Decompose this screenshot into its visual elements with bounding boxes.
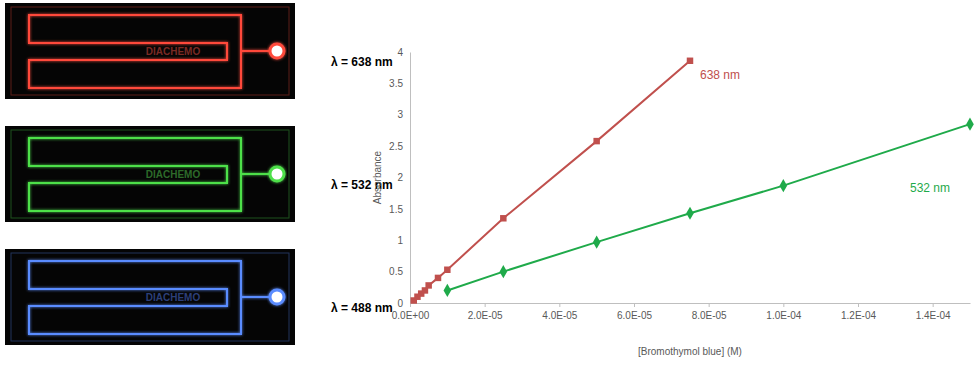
photo-panel: DIACHEMO bbox=[5, 249, 295, 345]
x-tick-mark bbox=[783, 303, 784, 307]
y-tick: 4 bbox=[397, 47, 410, 58]
photo-panels: DIACHEMO DIACHEMO DIACHEMO bbox=[5, 3, 295, 345]
series-line bbox=[414, 61, 690, 301]
data-point bbox=[500, 265, 508, 278]
x-tick: 1.0E-04 bbox=[766, 303, 801, 321]
y-axis: 0 0.5 1 1.5 2 2.5 3 3.5 4 bbox=[389, 47, 410, 309]
x-tick-label: 6.0E-05 bbox=[617, 310, 652, 321]
wavelength-label: λ = 488 nm bbox=[331, 301, 393, 315]
x-tick-label: 2.0E-05 bbox=[468, 310, 503, 321]
channel bbox=[29, 138, 271, 211]
series-labels: 638 nm 532 nm bbox=[700, 68, 950, 195]
light-source bbox=[270, 167, 284, 181]
photo-background bbox=[5, 249, 295, 345]
x-tick-mark bbox=[485, 303, 486, 307]
chip-edge bbox=[11, 130, 289, 218]
x-tick-mark bbox=[858, 303, 859, 307]
y-tick: 3.5 bbox=[389, 78, 410, 89]
y-tick-label: 4 bbox=[397, 47, 403, 58]
x-tick: 4.0E-05 bbox=[542, 303, 577, 321]
x-tick-label: 8.0E-05 bbox=[692, 310, 727, 321]
x-tick: 1.2E-04 bbox=[841, 303, 876, 321]
y-tick-label: 3.5 bbox=[389, 78, 403, 89]
y-tick: 0.5 bbox=[389, 266, 410, 277]
x-tick-mark bbox=[709, 303, 710, 307]
x-axis-title: [Bromothymol blue] (M) bbox=[638, 346, 742, 357]
data-point bbox=[780, 179, 788, 192]
x-tick-label: 1.4E-04 bbox=[916, 310, 951, 321]
x-tick-label: 0.0E+00 bbox=[392, 310, 430, 321]
data-point bbox=[686, 207, 694, 220]
channel bbox=[29, 261, 271, 334]
chip-edge bbox=[11, 253, 289, 341]
device-text: DIACHEMO bbox=[146, 46, 201, 57]
y-tick-label: 0 bbox=[397, 298, 403, 309]
x-tick-mark bbox=[933, 303, 934, 307]
y-tick-label: 2 bbox=[397, 172, 403, 183]
photo-panel: DIACHEMO bbox=[5, 126, 295, 222]
x-tick: 1.4E-04 bbox=[916, 303, 951, 321]
channel-inlet bbox=[241, 50, 271, 53]
photo-panel: DIACHEMO bbox=[5, 3, 295, 99]
channel-inlet bbox=[241, 173, 271, 176]
y-tick: 2 bbox=[397, 172, 410, 183]
device-text: DIACHEMO bbox=[146, 169, 201, 180]
channel-inlet bbox=[241, 296, 271, 299]
x-tick: 6.0E-05 bbox=[617, 303, 652, 321]
x-axis-line bbox=[411, 303, 971, 304]
data-point bbox=[500, 215, 506, 221]
data-point bbox=[593, 138, 599, 144]
y-axis-line bbox=[410, 53, 411, 304]
y-tick: 0 bbox=[397, 298, 410, 309]
y-tick-label: 1 bbox=[397, 235, 403, 246]
y-tick-label: 2.5 bbox=[389, 141, 403, 152]
data-point bbox=[425, 282, 431, 288]
channel bbox=[29, 15, 271, 88]
x-tick-mark bbox=[559, 303, 560, 307]
x-tick-label: 1.2E-04 bbox=[841, 310, 876, 321]
data-point bbox=[444, 267, 450, 273]
x-tick-label: 4.0E-05 bbox=[542, 310, 577, 321]
figure: DIACHEMO DIACHEMO DIACHEMO λ = 638 nm λ = 53… bbox=[0, 0, 978, 366]
chart: 0.0E+00 2.0E-05 4.0E-05 6.0E-05 8.0E-05 1.0E-… bbox=[372, 47, 974, 357]
data-point bbox=[593, 236, 601, 249]
wavelength-label: λ = 638 nm bbox=[331, 55, 393, 69]
x-tick-mark bbox=[634, 303, 635, 307]
photo-background bbox=[5, 126, 295, 222]
series-label: 638 nm bbox=[700, 68, 740, 82]
light-source bbox=[270, 44, 284, 58]
light-source bbox=[270, 290, 284, 304]
y-tick: 1 bbox=[397, 235, 410, 246]
plot-marks bbox=[410, 58, 973, 304]
x-tick: 2.0E-05 bbox=[468, 303, 503, 321]
series-line bbox=[447, 124, 970, 290]
series-label: 532 nm bbox=[910, 181, 950, 195]
chip-edge bbox=[11, 7, 289, 95]
x-tick-label: 1.0E-04 bbox=[766, 310, 801, 321]
y-tick-label: 0.5 bbox=[389, 266, 403, 277]
y-tick-label: 3 bbox=[397, 109, 403, 120]
y-tick: 2.5 bbox=[389, 141, 410, 152]
device-text: DIACHEMO bbox=[146, 292, 201, 303]
y-axis-title: Absorbance bbox=[372, 150, 383, 204]
y-tick: 3 bbox=[397, 109, 410, 120]
data-point bbox=[966, 118, 974, 131]
x-axis: 0.0E+00 2.0E-05 4.0E-05 6.0E-05 8.0E-05 1.0E-… bbox=[392, 303, 971, 321]
y-tick-label: 1.5 bbox=[389, 204, 403, 215]
wavelength-label: λ = 532 nm bbox=[331, 178, 393, 192]
data-point bbox=[444, 284, 452, 297]
x-tick: 8.0E-05 bbox=[692, 303, 727, 321]
data-point bbox=[435, 275, 441, 281]
data-point bbox=[687, 58, 693, 64]
photo-background bbox=[5, 3, 295, 99]
y-tick: 1.5 bbox=[389, 204, 410, 215]
